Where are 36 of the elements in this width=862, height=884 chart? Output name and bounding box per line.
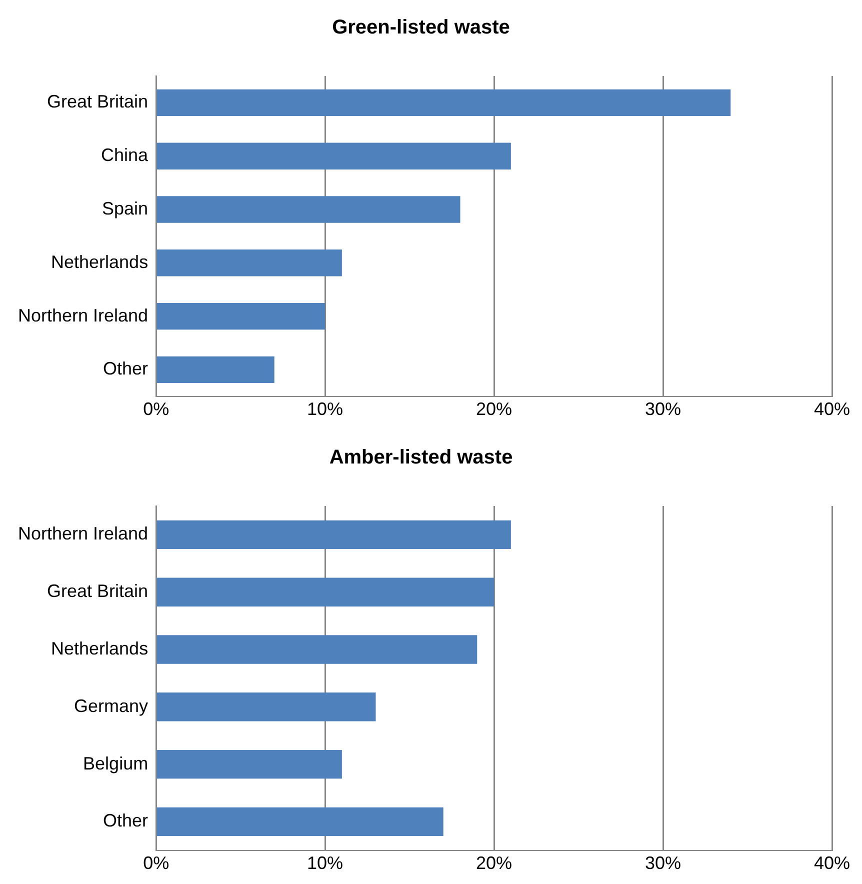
y-tick-label: Great Britain — [47, 92, 148, 112]
y-tick-label: Belgium — [83, 753, 148, 774]
y-tick-label: Spain — [102, 198, 148, 218]
y-tick-label: Great Britain — [47, 581, 148, 602]
bar — [156, 807, 444, 836]
x-tick-label: 30% — [645, 399, 682, 420]
bar — [156, 142, 511, 170]
x-tick-label: 40% — [814, 853, 850, 874]
x-tick-label: 20% — [476, 853, 512, 874]
y-tick-label: Other — [103, 358, 148, 379]
y-tick-label: Northern Ireland — [18, 524, 148, 544]
bar — [156, 356, 274, 384]
x-tick-label: 20% — [476, 399, 512, 420]
x-tick-label: 10% — [307, 853, 344, 874]
bar — [156, 692, 376, 722]
y-tick-label: Netherlands — [51, 252, 148, 272]
y-tick-label: Netherlands — [51, 638, 148, 658]
bar — [156, 578, 494, 606]
bar — [156, 250, 342, 276]
bar — [156, 520, 511, 550]
y-tick-label: Northern Ireland — [18, 305, 148, 326]
bar — [156, 635, 478, 664]
y-tick-label: Germany — [74, 696, 148, 716]
x-tick-label: 0% — [143, 853, 170, 874]
x-tick-label: 30% — [645, 853, 682, 874]
x-tick-label: 0% — [143, 399, 170, 420]
bar — [156, 89, 731, 116]
chart-title: Green-listed waste — [332, 16, 510, 39]
chart-title: Amber-listed waste — [329, 446, 513, 469]
x-tick-label: 10% — [307, 399, 344, 420]
bar — [156, 302, 326, 330]
bar — [156, 750, 342, 779]
y-tick-label: China — [101, 145, 150, 166]
y-tick-label: Other — [103, 810, 148, 831]
bar — [156, 196, 460, 223]
x-tick-label: 40% — [814, 399, 850, 420]
